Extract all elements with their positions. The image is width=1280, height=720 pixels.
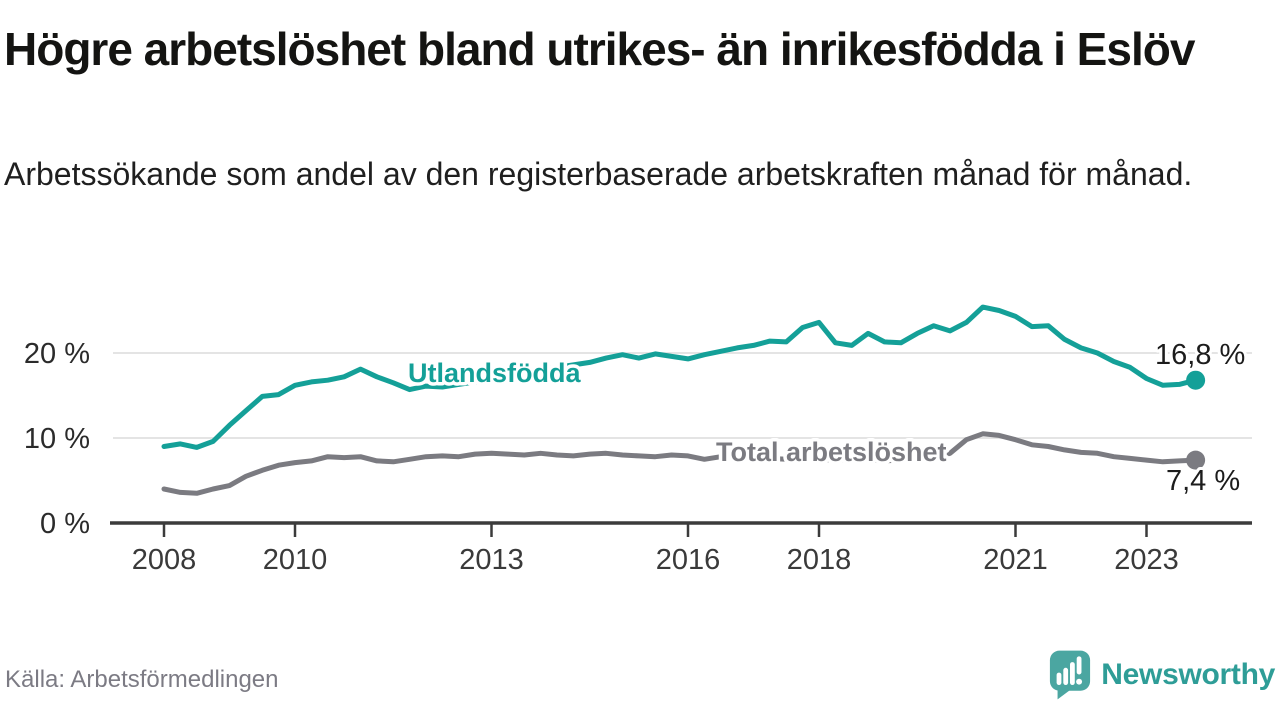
page-subtitle: Arbetssökande som andel av den registerb… [4,156,1193,192]
series-end-dot-utlandsfodda [1186,370,1206,390]
series-end-dot-total [1186,450,1206,470]
x-axis-tick-label: 2023 [1114,544,1179,576]
series-end-value-total: 7,4 % [1166,465,1240,497]
series-line-utlandsfodda [161,304,1199,450]
y-axis-tick-label: 0 % [40,508,90,540]
x-axis-tick-label: 2016 [656,544,721,576]
series-line-total [161,431,1199,496]
newsworthy-logo: Newsworthy [1048,648,1275,701]
newsworthy-logo-text: Newsworthy [1101,657,1275,691]
y-axis-tick-label: 10 % [24,423,90,455]
x-axis-tick-label: 2008 [132,544,197,576]
series-label-utlandsfodda: Utlandsfödda [408,358,581,388]
series-end-value-utlandsfodda: 16,8 % [1155,339,1245,371]
x-axis-tick-label: 2010 [263,544,328,576]
series-label-total: Total arbetslöshet [716,437,947,467]
y-axis-tick-label: 20 % [24,338,90,370]
x-axis-tick-label: 2018 [787,544,852,576]
x-axis-tick-label: 2013 [459,544,524,576]
newsworthy-speech-bubble-bar-chart-icon [1050,650,1091,700]
page-title: Högre arbetslöshet bland utrikes- än inr… [4,23,1195,75]
x-axis-tick-label: 2021 [983,544,1048,576]
source-note: Källa: Arbetsförmedlingen [5,666,279,693]
